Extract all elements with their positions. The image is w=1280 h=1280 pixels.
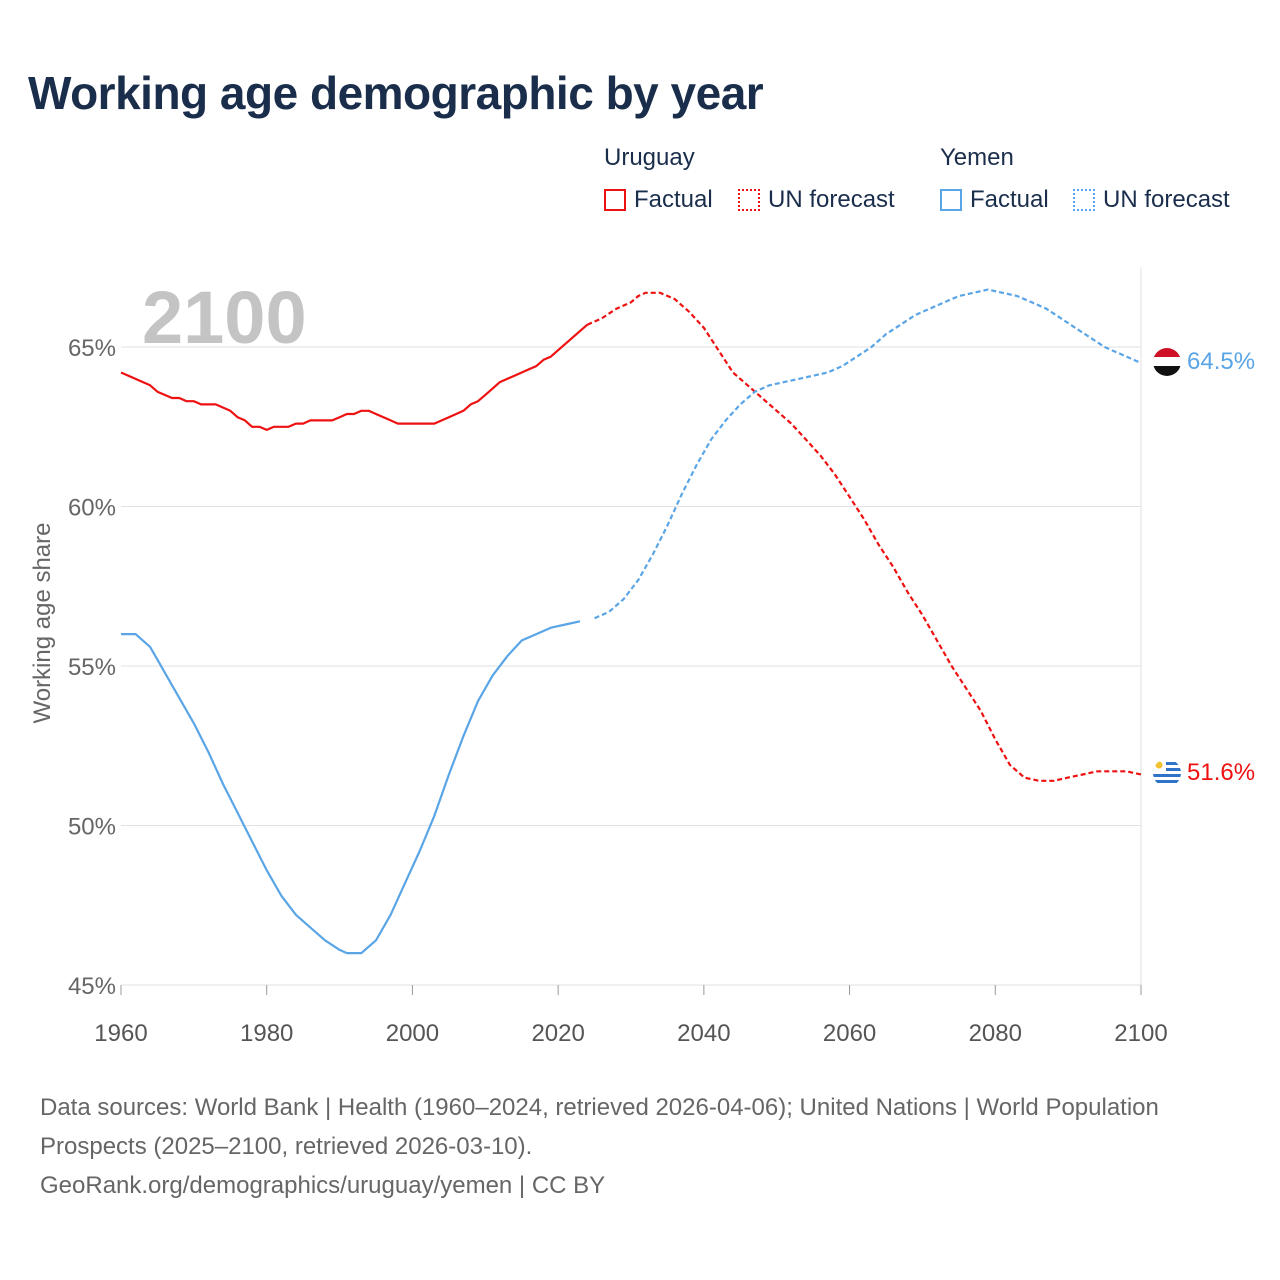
legend-label: UN forecast bbox=[768, 186, 895, 213]
x-tick-label: 2020 bbox=[531, 1020, 584, 1047]
end-label-uruguay: 51.6% bbox=[1187, 759, 1255, 786]
x-tick-label: 2100 bbox=[1114, 1020, 1167, 1047]
legend-title-uruguay: Uruguay bbox=[604, 144, 695, 171]
line-chart: 45% 50% 55% 60% 65% 1960 1980 2000 2020 2040 2060… bbox=[29, 267, 1255, 1047]
legend-swatch-solid bbox=[940, 189, 962, 211]
end-label-yemen: 64.5% bbox=[1187, 348, 1255, 375]
legend-title-yemen: Yemen bbox=[940, 144, 1014, 171]
series-line-uruguay-factual bbox=[120, 323, 589, 431]
legend-label: Factual bbox=[970, 186, 1049, 213]
data-sources: Data sources: World Bank | Health (1960–… bbox=[40, 1094, 1159, 1160]
legend-swatch-dotted bbox=[1073, 189, 1095, 211]
y-tick-label: 50% bbox=[68, 814, 116, 841]
x-tick-label: 1960 bbox=[94, 1020, 147, 1047]
series-line-uruguay-forecast bbox=[586, 291, 1142, 782]
series-line-yemen-factual bbox=[121, 620, 581, 955]
attribution-link[interactable]: GeoRank.org/demographics/uruguay/yemen |… bbox=[40, 1172, 606, 1199]
x-tick-label: 1980 bbox=[240, 1020, 293, 1047]
x-tick-label: 2040 bbox=[677, 1020, 730, 1047]
legend-label: UN forecast bbox=[1103, 186, 1230, 213]
legend-yemen-factual[interactable]: Factual bbox=[940, 186, 1049, 214]
legend-label: Factual bbox=[634, 186, 713, 213]
x-tick-label: 2080 bbox=[969, 1020, 1022, 1047]
legend-swatch-solid bbox=[604, 189, 626, 211]
uruguay-flag-icon bbox=[1153, 759, 1181, 787]
legend-uruguay-factual[interactable]: Factual bbox=[604, 186, 713, 214]
legend-swatch-dotted bbox=[738, 189, 760, 211]
y-axis-label: Working age share bbox=[29, 523, 56, 724]
x-tick-label: 2060 bbox=[823, 1020, 876, 1047]
yemen-flag-icon bbox=[1153, 348, 1181, 376]
footer: Data sources: World Bank | Health (1960–… bbox=[40, 1088, 1220, 1205]
year-watermark: 2100 bbox=[142, 276, 307, 359]
y-tick-label: 65% bbox=[68, 335, 116, 362]
chart-title: Working age demographic by year bbox=[28, 67, 764, 119]
y-tick-label: 55% bbox=[68, 654, 116, 681]
y-tick-label: 45% bbox=[68, 973, 116, 1000]
y-tick-label: 60% bbox=[68, 495, 116, 522]
x-tick-label: 2000 bbox=[386, 1020, 439, 1047]
legend-uruguay-forecast[interactable]: UN forecast bbox=[738, 186, 895, 214]
series-line-yemen-forecast bbox=[594, 288, 1142, 620]
legend-yemen-forecast[interactable]: UN forecast bbox=[1073, 186, 1230, 214]
